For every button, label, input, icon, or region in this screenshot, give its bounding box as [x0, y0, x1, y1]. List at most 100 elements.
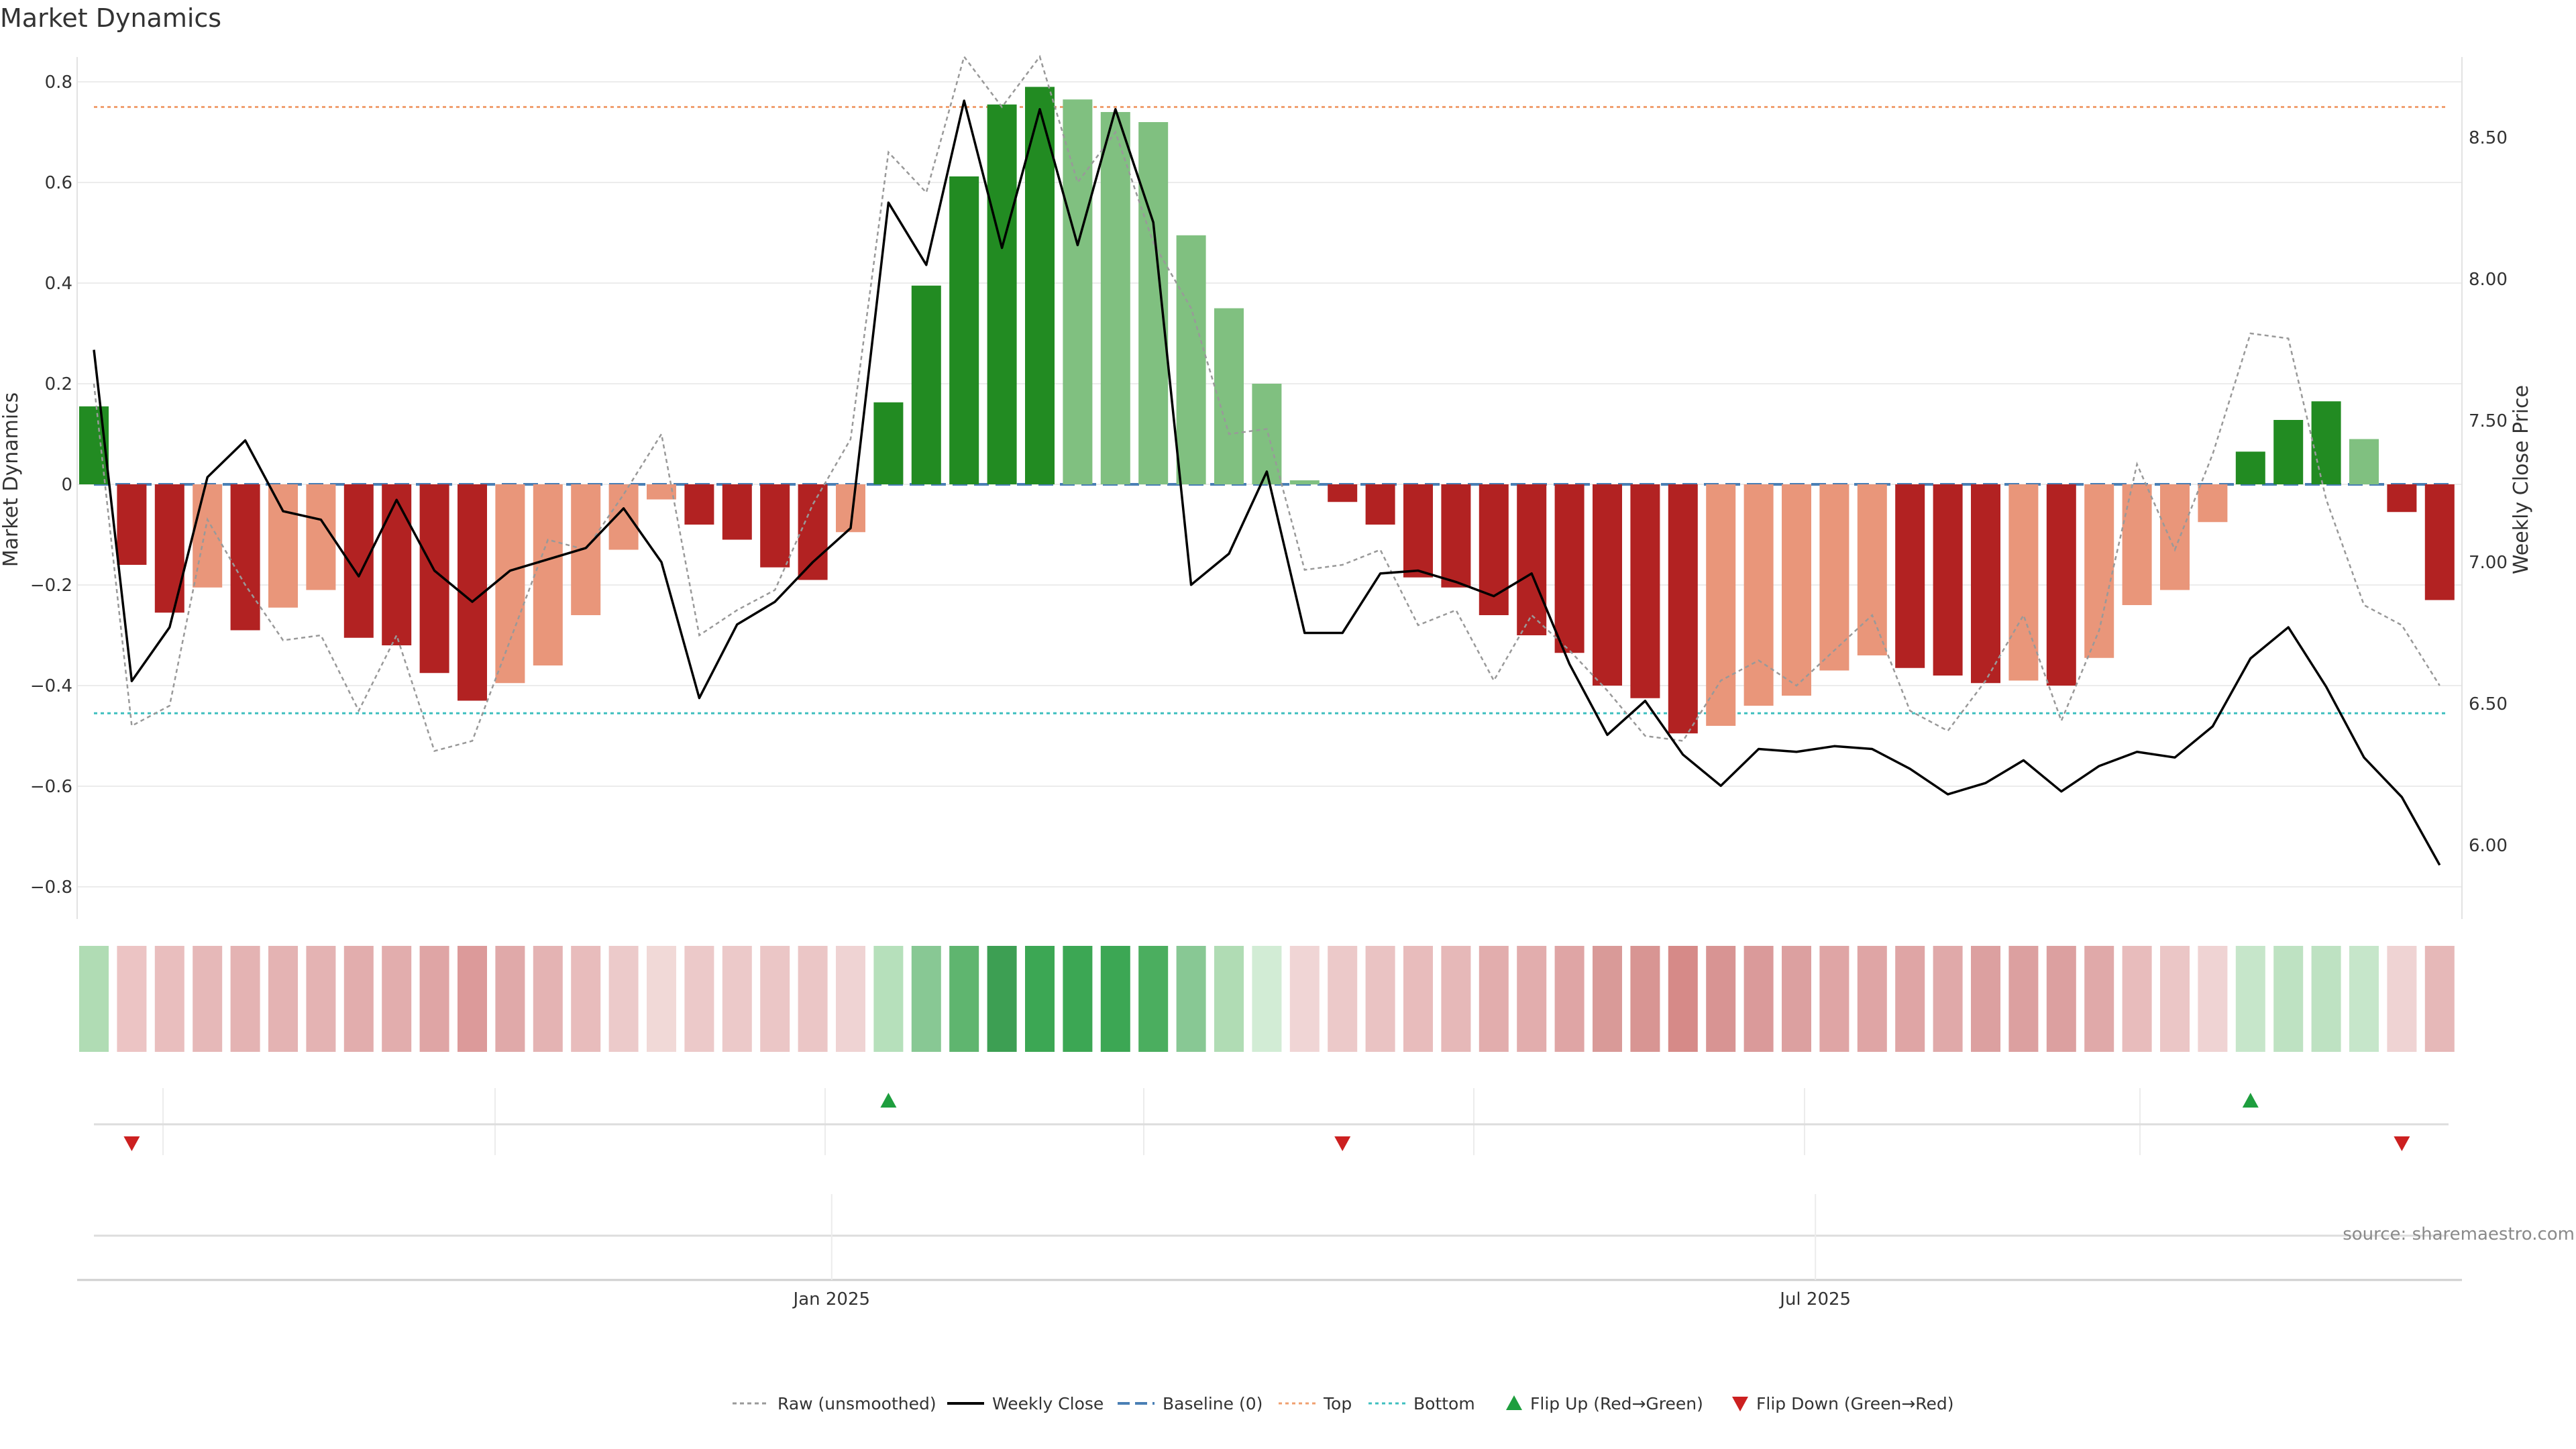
flip-markers-panel [94, 1088, 2449, 1155]
dynamics-bar [722, 484, 752, 540]
heat-cell [1328, 946, 1358, 1052]
y2-tick-label: 8.00 [2469, 270, 2508, 290]
legend: Raw (unsmoothed) Weekly Close Baseline (0)… [733, 1394, 1954, 1413]
flip-down-marker [123, 1136, 140, 1151]
dynamics-bar [2046, 484, 2076, 686]
heat-cell [117, 946, 147, 1052]
dynamics-bar [2349, 439, 2379, 484]
dynamics-bar [1328, 484, 1358, 502]
heat-cell [533, 946, 563, 1052]
heat-cell [2235, 946, 2265, 1052]
heat-cell [1479, 946, 1509, 1052]
dynamics-bar [2122, 484, 2152, 605]
dynamics-bar [306, 484, 336, 590]
heat-cell [458, 946, 487, 1052]
heat-cell [1630, 946, 1660, 1052]
legend-label: Flip Down (Green→Red) [1756, 1394, 1954, 1413]
heat-cell [1706, 946, 1736, 1052]
y-tick-label: 0 [61, 475, 72, 495]
heat-strip [79, 946, 2455, 1052]
heat-cell [230, 946, 260, 1052]
y2-tick-label: 7.00 [2469, 553, 2508, 573]
heat-cell [306, 946, 336, 1052]
heat-cell [2008, 946, 2039, 1052]
date-axis-panel: Jan 2025 Jul 2025 [77, 1194, 2462, 1309]
heat-cell [154, 946, 184, 1052]
heat-cell [760, 946, 790, 1052]
dynamics-bar [154, 484, 184, 613]
dynamics-bar [1933, 484, 1963, 676]
heat-cell [2046, 946, 2076, 1052]
dynamics-bar [117, 484, 147, 565]
heat-cell [647, 946, 676, 1052]
heat-cell [1668, 946, 1698, 1052]
line-series [93, 54, 2441, 866]
heat-cell [1441, 946, 1471, 1052]
heat-cell [987, 946, 1017, 1052]
x-tick-label: Jul 2025 [1778, 1289, 1851, 1309]
heat-cell [2160, 946, 2190, 1052]
heat-cell [873, 946, 904, 1052]
heat-cell [495, 946, 525, 1052]
dynamics-bar [2387, 484, 2417, 513]
heat-cell [2122, 946, 2152, 1052]
dynamics-bar [1819, 484, 1849, 671]
dynamics-bar [1138, 122, 1169, 484]
dynamics-bar [1214, 308, 1244, 484]
y2-tick-label: 7.50 [2469, 411, 2508, 431]
dynamics-bar [1706, 484, 1736, 726]
heat-cell [2084, 946, 2114, 1052]
heat-cell [1025, 946, 1055, 1052]
dynamics-bar [1743, 484, 1774, 706]
heat-cell [949, 946, 979, 1052]
heat-cell [911, 946, 941, 1052]
heat-cell [382, 946, 412, 1052]
chart-title: Market Dynamics [0, 3, 221, 33]
y2-tick-label: 6.50 [2469, 694, 2508, 714]
dynamics-bar [1063, 99, 1093, 484]
dynamics-bar [987, 104, 1017, 484]
heat-cell [684, 946, 714, 1052]
y-tick-label: 0.6 [45, 173, 72, 193]
dynamics-bar [608, 484, 639, 550]
heat-cell [1365, 946, 1395, 1052]
heat-cell [1554, 946, 1585, 1052]
heat-cell [1857, 946, 1887, 1052]
heat-cell [1214, 946, 1244, 1052]
heat-cell [1176, 946, 1206, 1052]
source-credit: source: sharemaestro.com [2343, 1224, 2575, 1244]
heat-cell [193, 946, 223, 1052]
y2-tick-label: 8.50 [2469, 128, 2508, 148]
dynamics-bar [1668, 484, 1698, 734]
flip-up-marker [880, 1093, 897, 1108]
y-tick-label: 0.2 [45, 374, 72, 394]
heat-cell [1100, 946, 1130, 1052]
flip-down-marker [1334, 1136, 1351, 1151]
dynamics-bar [2198, 484, 2228, 523]
dynamics-bar [2008, 484, 2039, 681]
heat-cell [1933, 946, 1963, 1052]
right-y-axis: 6.00 6.50 7.00 7.50 8.00 8.50 [2469, 128, 2508, 856]
dynamics-bar [193, 484, 223, 588]
heat-cell [1743, 946, 1774, 1052]
dynamics-bar [1895, 484, 1925, 668]
heat-cell [1593, 946, 1622, 1052]
y2-tick-label: 6.00 [2469, 836, 2508, 856]
dynamics-bar [1252, 384, 1282, 484]
y-tick-label: −0.4 [30, 676, 72, 696]
dynamics-bar [230, 484, 260, 631]
dynamics-bar [1593, 484, 1622, 686]
legend-swatch-flip-up [1506, 1395, 1522, 1410]
dynamics-bar [2424, 484, 2455, 600]
heat-cell [1819, 946, 1849, 1052]
dynamics-bar [1857, 484, 1887, 655]
dynamics-bar [760, 484, 790, 568]
dynamics-bar [2273, 420, 2304, 484]
dynamics-bar [2235, 451, 2265, 484]
legend-swatch-flip-down [1732, 1397, 1748, 1411]
raw-unsmoothed-line [93, 54, 2440, 753]
legend-label: Flip Up (Red→Green) [1530, 1394, 1703, 1413]
dynamics-bar [571, 484, 601, 615]
legend-label: Raw (unsmoothed) [777, 1394, 936, 1413]
